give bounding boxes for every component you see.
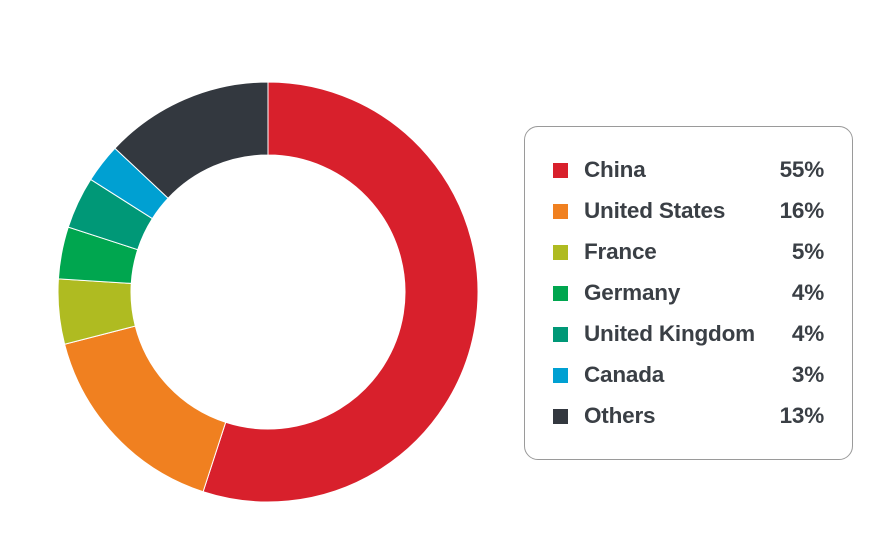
legend-item-united-states[interactable]: United States 16% [553, 194, 824, 228]
legend-swatch-icon-france [553, 244, 568, 260]
legend-item-label: United Kingdom [584, 321, 755, 346]
legend-swatch-icon-united-states [553, 203, 568, 219]
legend-item-value: 3% [791, 362, 824, 387]
legend-item-value: 4% [791, 321, 824, 346]
legend-item-label: Germany [584, 280, 681, 305]
donut-slice-others[interactable]: Others 13% [114, 81, 269, 199]
donut-slice-united-states[interactable]: United States 16% [63, 325, 227, 493]
legend-item-label: France [584, 239, 657, 264]
donut-slice-china[interactable]: China 55% [202, 81, 479, 503]
legend-item-label: United States [584, 198, 726, 223]
legend-swatch-icon-china [553, 162, 568, 178]
legend-item-label: China [584, 157, 646, 182]
donut-chart: China 55%United States 16%France 5%Germa… [57, 81, 479, 503]
legend-item-value: 55% [779, 157, 825, 182]
chart-legend: China 55% United States 16% France 5% Germany 4… [524, 126, 853, 460]
donut-chart-area: China 55%United States 16%France 5%Germa… [57, 81, 479, 503]
legend-item-value: 13% [779, 403, 825, 428]
legend-item-others[interactable]: Others 13% [553, 399, 824, 433]
legend-item-united-kingdom[interactable]: United Kingdom 4% [553, 317, 824, 351]
legend-item-germany[interactable]: Germany 4% [553, 276, 824, 310]
legend-swatch-icon-others [553, 408, 568, 424]
legend-swatch-icon-united-kingdom [553, 326, 568, 342]
donut-slice-group: China 55%United States 16%France 5%Germa… [57, 81, 479, 503]
legend-item-value: 5% [791, 239, 824, 264]
legend-item-france[interactable]: France 5% [553, 235, 824, 269]
legend-item-china[interactable]: China 55% [553, 153, 824, 187]
legend-swatch-icon-canada [553, 367, 568, 383]
legend-item-label: Canada [584, 362, 665, 387]
legend-item-value: 16% [779, 198, 825, 223]
legend-item-label: Others [584, 403, 656, 428]
legend-item-canada[interactable]: Canada 3% [553, 358, 824, 392]
legend-swatch-icon-germany [553, 285, 568, 301]
legend-item-value: 4% [791, 280, 824, 305]
